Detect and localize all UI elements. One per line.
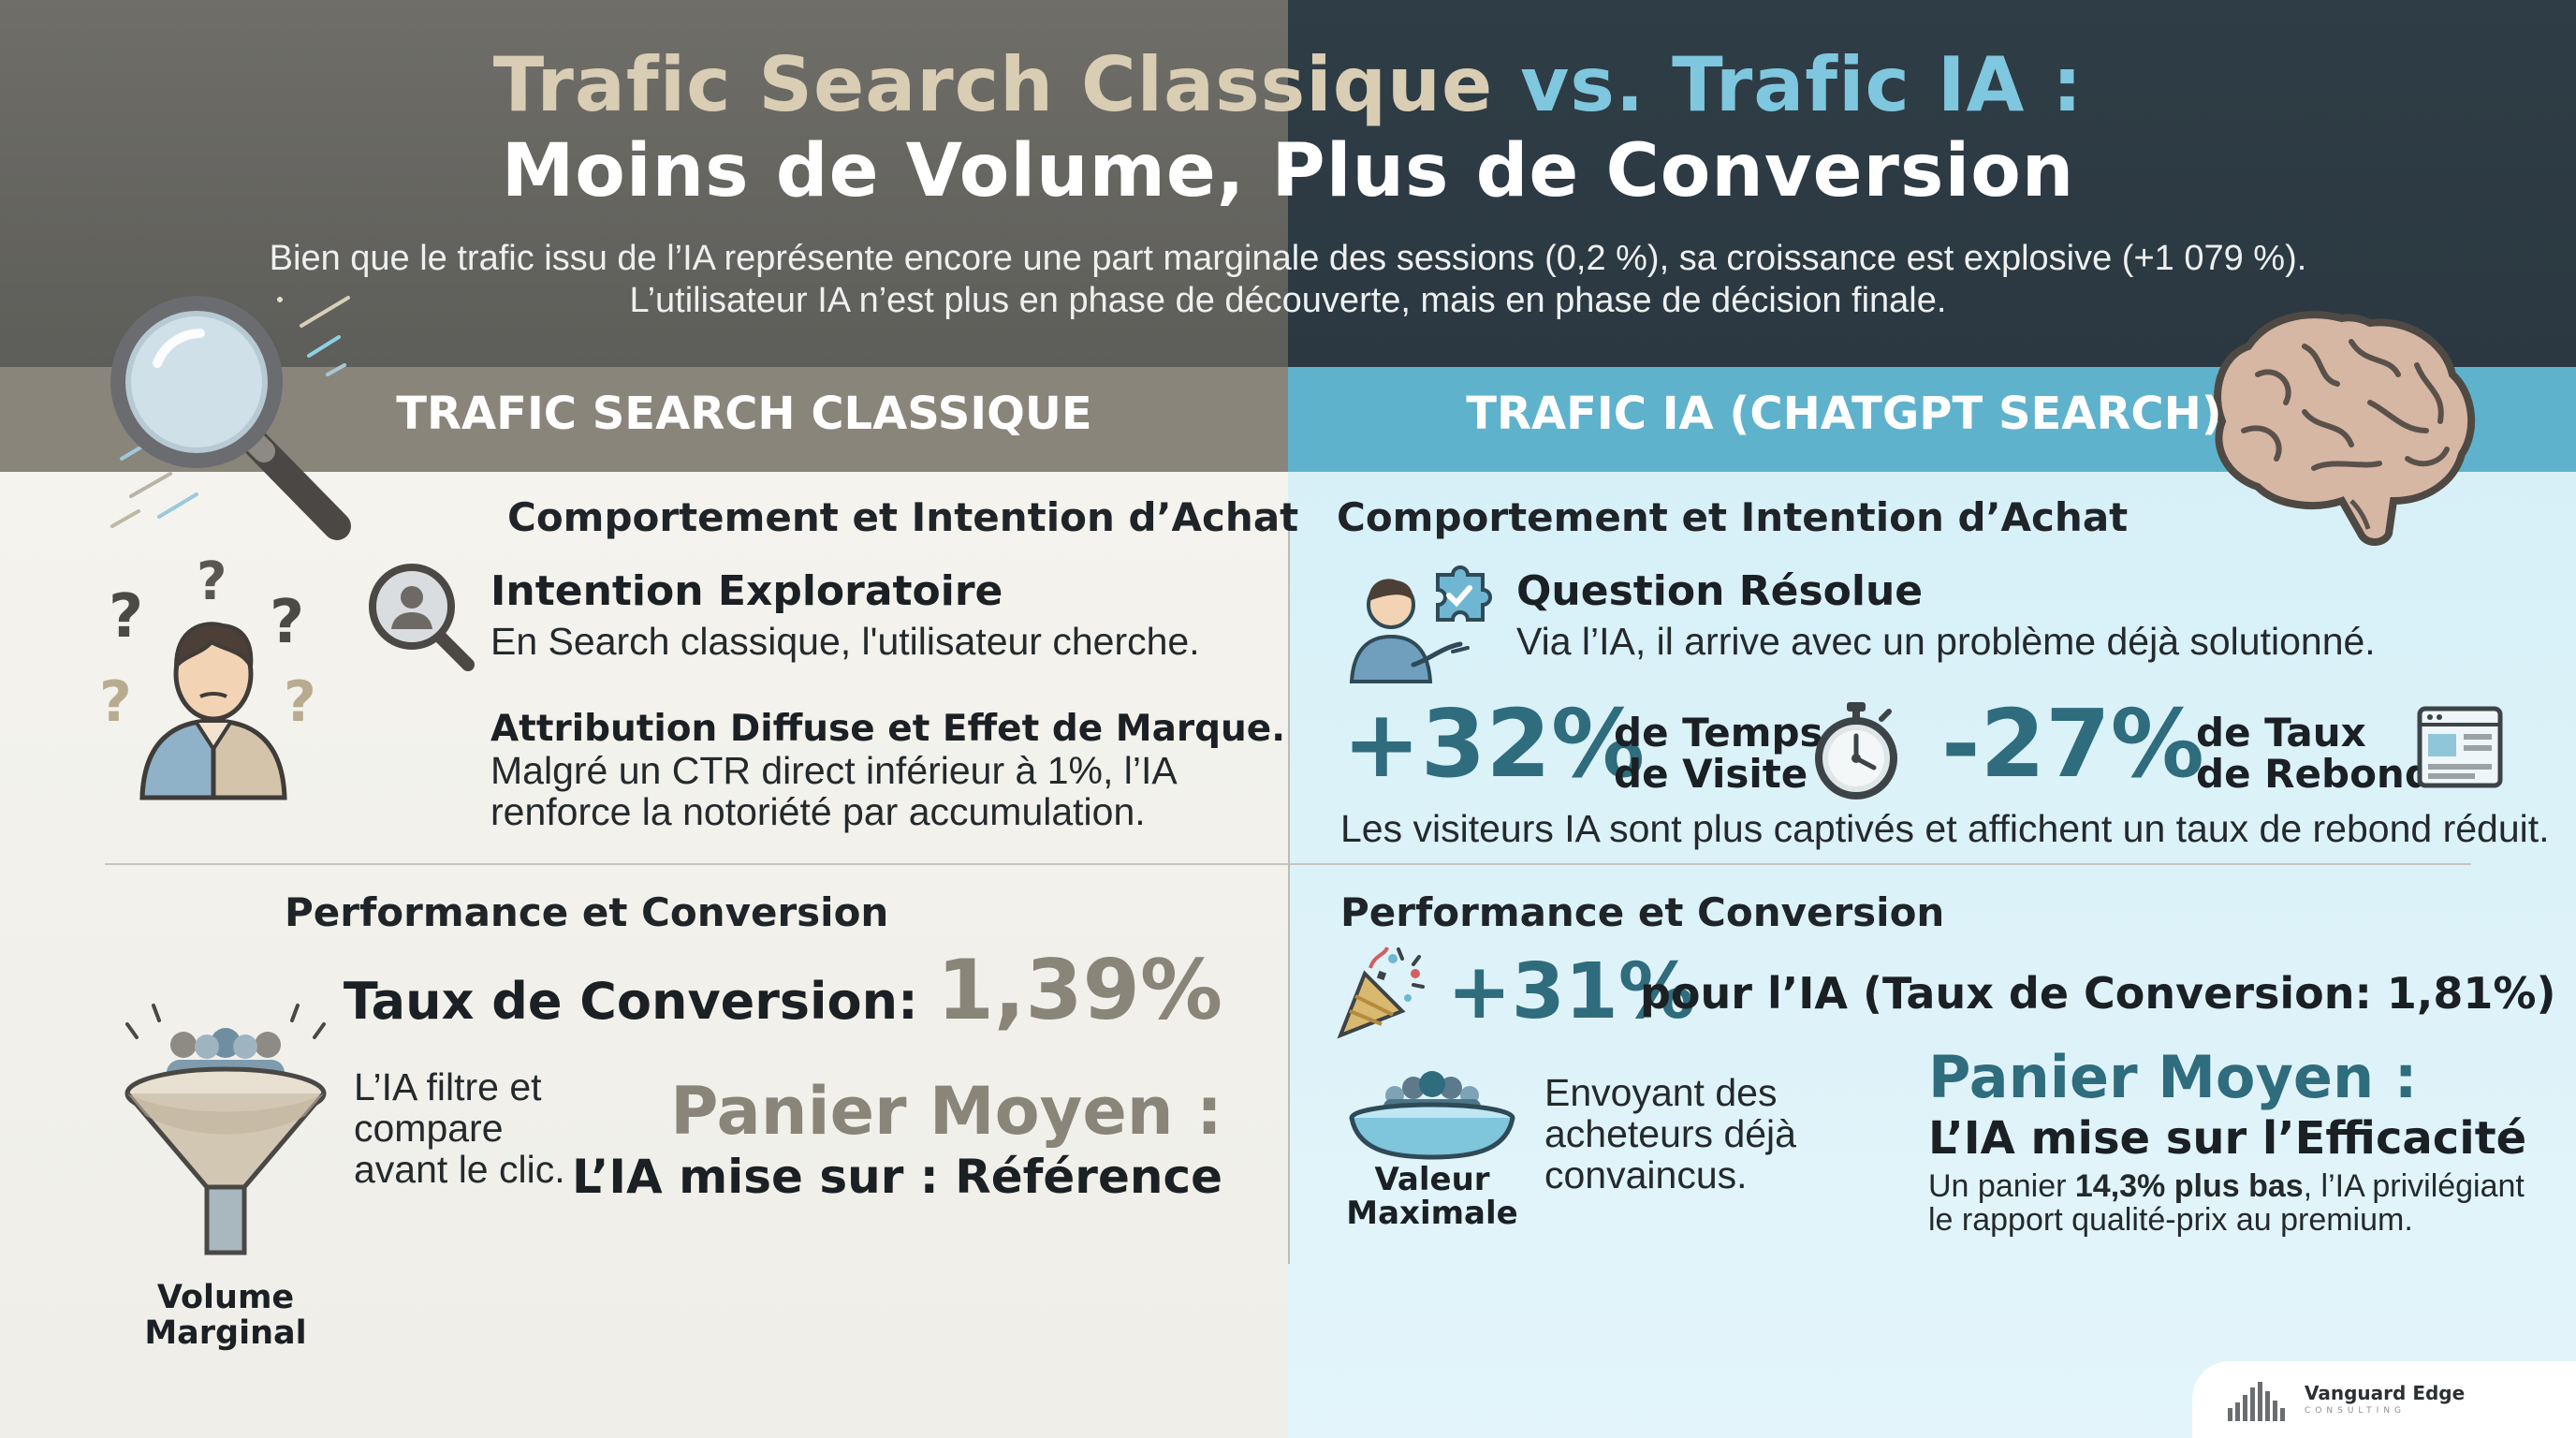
page-title-line2: Moins de Volume, Plus de Conversion (501, 129, 2075, 213)
stopwatch-icon (1814, 700, 1898, 800)
right-section-divider (1290, 863, 2471, 865)
right-stat2-label-1: de Taux (2196, 710, 2366, 756)
logo-tagline: CONSULTING (2305, 1406, 2407, 1416)
svg-text:?: ? (109, 582, 143, 652)
left-band-title: TRAFIC SEARCH CLASSIQUE (396, 388, 1092, 440)
subtitle-line1: Bien que le trafic issu de l’IA représen… (269, 239, 2307, 278)
left-item2-text-1: Malgré un CTR direct inférieur à 1%, l’I… (490, 749, 1178, 792)
right-stats-caption: Les visiteurs IA sont plus captivés et a… (1340, 807, 2550, 850)
svg-text:?: ? (284, 669, 316, 735)
left-item2-text-2: renforce la notoriété par accumulation. (490, 790, 1146, 833)
right-basket-title: Panier Moyen : (1928, 1043, 2418, 1111)
webpage-icon (2417, 706, 2503, 788)
right-basket-text-1: Un panier 14,3% plus bas, l’IA privilégi… (1928, 1168, 2525, 1205)
title-right: vs. Trafic IA : (1520, 41, 2084, 128)
bowl-label-2: Maximale (1346, 1195, 1518, 1232)
basket-text-bold: 14,3% plus bas (2074, 1168, 2304, 1204)
bowl-icon (1348, 1067, 1516, 1161)
left-conversion-label: Taux de Conversion: (343, 972, 918, 1031)
funnel-label-1: Volume (156, 1279, 295, 1316)
basket-text-pre: Un panier (1928, 1168, 2075, 1204)
logo-mark-icon (2228, 1382, 2285, 1421)
left-conversion-row: Taux de Conversion: 1,39% (344, 942, 1222, 1038)
right-stat2-label-2: de Rebond (2196, 751, 2433, 797)
right-stat2-value: -27% (1941, 689, 2204, 799)
right-basket-text-2: le rapport qualité-prix au premium. (1928, 1202, 2413, 1238)
svg-text:?: ? (99, 669, 132, 735)
right-conv-value: +31% (1447, 947, 1695, 1036)
bowl-text-2: acheteurs déjà (1544, 1112, 1796, 1155)
right-conv-text: pour l’IA (Taux de Conversion: 1,81%) (1640, 968, 2556, 1019)
brain-icon (2202, 300, 2482, 552)
page-title: Trafic Search Classique vs. Trafic IA : (0, 41, 2576, 128)
funnel-icon (118, 1000, 333, 1271)
right-stat1-value: +32% (1342, 689, 1646, 799)
user-search-icon (365, 558, 477, 674)
confused-person-icon: ? ? ? ? ? (92, 552, 335, 805)
bowl-text-1: Envoyant des (1544, 1071, 1778, 1114)
funnel-label-2: Marginal (144, 1314, 307, 1352)
left-behavior-heading: Comportement et Intention d’Achat (507, 494, 1299, 540)
left-performance-heading: Performance et Conversion (285, 889, 889, 935)
bowl-text-3: convaincus. (1544, 1153, 1748, 1196)
subtitle-line2: L’utilisateur IA n’est plus en phase de … (629, 281, 1947, 320)
right-stat1-label-2: de Visite (1614, 751, 1808, 797)
right-band-title: TRAFIC IA (CHATGPT SEARCH) (1466, 388, 2222, 440)
party-popper-icon (1337, 946, 1430, 1039)
left-item1-title: Intention Exploratoire (490, 567, 1003, 615)
bowl-label-1: Valeur (1374, 1161, 1490, 1198)
left-conversion-value: 1,39% (936, 942, 1222, 1038)
right-item1-title: Question Résolue (1516, 567, 1924, 615)
right-performance-heading: Performance et Conversion (1340, 889, 1945, 935)
funnel-text-1: L’IA filtre et (354, 1065, 542, 1108)
right-basket-sub: L’IA mise sur l’Efficacité (1928, 1112, 2527, 1165)
left-basket-sub: L’IA mise sur : Référence (572, 1150, 1222, 1204)
logo-name: Vanguard Edge (2305, 1382, 2466, 1404)
svg-text:?: ? (197, 552, 227, 612)
right-behavior-heading: Comportement et Intention d’Achat (1337, 494, 2129, 540)
right-item1-text: Via l’IA, il arrive avec un problème déj… (1516, 620, 2376, 663)
left-section-divider (105, 863, 1288, 865)
right-stat1-label-1: de Temps (1614, 710, 1823, 756)
center-divider (1288, 515, 1290, 1264)
svg-text:?: ? (270, 588, 304, 657)
logo: Vanguard Edge CONSULTING (2192, 1361, 2576, 1438)
left-item2-title: Attribution Diffuse et Effet de Marque. (490, 708, 1286, 750)
person-puzzle-icon (1348, 554, 1498, 685)
left-basket-title: Panier Moyen : (670, 1073, 1222, 1150)
right-panel (1288, 472, 2576, 1438)
basket-text-post: , l’IA privilégiant (2303, 1168, 2525, 1204)
header-right-background (1288, 0, 2576, 367)
left-item1-text: En Search classique, l'utilisateur cherc… (490, 620, 1200, 663)
title-left: Trafic Search Classique (492, 41, 1494, 128)
magnifier-icon (94, 281, 374, 552)
funnel-text-3: avant le clic. (354, 1148, 565, 1191)
funnel-text-2: compare (354, 1107, 504, 1150)
